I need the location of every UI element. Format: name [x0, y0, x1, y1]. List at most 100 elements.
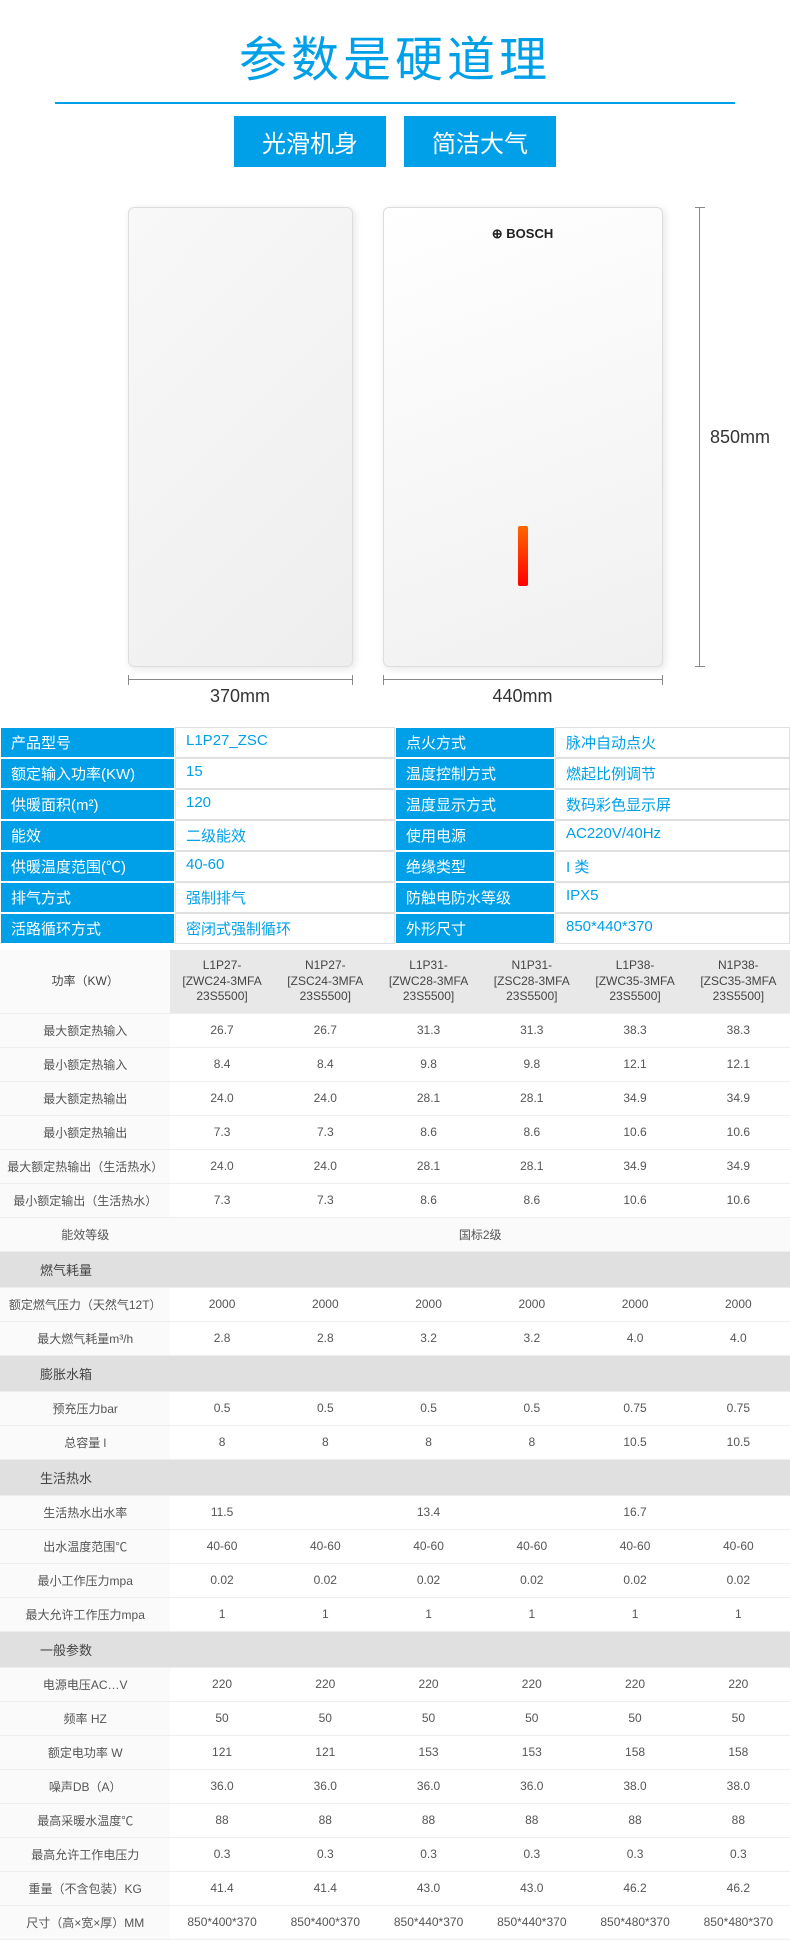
data-cell: 8.6 [480, 1183, 583, 1217]
data-cell: 34.9 [583, 1149, 686, 1183]
tag-smooth: 光滑机身 [234, 116, 386, 167]
data-cell: 2000 [170, 1287, 273, 1321]
data-cell [480, 1495, 583, 1529]
data-cell: 0.3 [170, 1837, 273, 1871]
product-panel-front: ⊕ BOSCH [383, 207, 663, 667]
dim-line-right [383, 679, 663, 680]
spec-cell: 数码彩色显示屏 [555, 789, 790, 820]
data-cell: 9.8 [480, 1047, 583, 1081]
data-cell: 10.6 [583, 1115, 686, 1149]
row-label: 最大额定热输入 [0, 1013, 170, 1047]
data-cell: 8.6 [377, 1115, 480, 1149]
data-cell: 28.1 [480, 1081, 583, 1115]
width-right: 440mm [492, 686, 552, 707]
data-cell: 220 [170, 1667, 273, 1701]
data-cell: 40-60 [377, 1529, 480, 1563]
title-divider [55, 102, 735, 104]
data-cell: 2.8 [274, 1321, 377, 1355]
data-cell: 26.7 [170, 1013, 273, 1047]
data-cell: 10.6 [687, 1115, 790, 1149]
row-label: 出水温度范围℃ [0, 1529, 170, 1563]
data-cell: 220 [583, 1667, 686, 1701]
data-cell: 850*400*370 [170, 1905, 273, 1939]
data-cell: 121 [274, 1735, 377, 1769]
data-cell: 43.0 [377, 1871, 480, 1905]
spec-cell: 外形尺寸 [395, 913, 555, 944]
data-cell: 158 [687, 1735, 790, 1769]
data-cell: 3.2 [480, 1321, 583, 1355]
height-marker: 850mm [699, 207, 770, 667]
product-right: ⊕ BOSCH 440mm [383, 207, 663, 707]
data-cell: 8.6 [480, 1115, 583, 1149]
spec-cell: 燃起比例调节 [555, 758, 790, 789]
spec-cell: 温度显示方式 [395, 789, 555, 820]
row-label: 总容量 l [0, 1425, 170, 1459]
data-cell: 3.2 [377, 1321, 480, 1355]
data-cell: 88 [687, 1803, 790, 1837]
data-cell: 12.1 [583, 1047, 686, 1081]
spec-cell: 供暖温度范围(℃) [0, 851, 175, 882]
spec-cell: 防触电防水等级 [395, 882, 555, 913]
data-cell: 7.3 [274, 1183, 377, 1217]
data-cell: 7.3 [170, 1115, 273, 1149]
data-cell: 46.2 [583, 1871, 686, 1905]
data-cell: 7.3 [274, 1115, 377, 1149]
data-cell: 50 [687, 1701, 790, 1735]
data-cell: 8 [170, 1425, 273, 1459]
data-cell: 88 [480, 1803, 583, 1837]
data-cell: 850*440*370 [480, 1905, 583, 1939]
spec-cell: 密闭式强制循环 [175, 913, 395, 944]
data-cell: 31.3 [377, 1013, 480, 1047]
spec-cell: 产品型号 [0, 727, 175, 758]
data-cell: 0.75 [583, 1391, 686, 1425]
data-cell [274, 1495, 377, 1529]
data-cell: 11.5 [170, 1495, 273, 1529]
data-cell: 0.3 [274, 1837, 377, 1871]
spec-cell: 能效 [0, 820, 175, 851]
row-label: 噪声DB（A） [0, 1769, 170, 1803]
data-cell: 4.0 [687, 1321, 790, 1355]
row-label: 最大燃气耗量m³/h [0, 1321, 170, 1355]
spec-grid: 产品型号L1P27_ZSC点火方式脉冲自动点火额定输入功率(KW)15温度控制方… [0, 727, 790, 944]
data-cell: 34.9 [687, 1149, 790, 1183]
data-cell: 0.3 [583, 1837, 686, 1871]
data-cell: 50 [274, 1701, 377, 1735]
data-cell: 50 [583, 1701, 686, 1735]
data-cell: 0.02 [170, 1563, 273, 1597]
data-cell: 38.3 [583, 1013, 686, 1047]
data-cell: 88 [583, 1803, 686, 1837]
data-cell: 4.0 [583, 1321, 686, 1355]
spec-cell: 强制排气 [175, 882, 395, 913]
data-cell: 24.0 [170, 1149, 273, 1183]
table-header: N1P27-[ZSC24-3MFA23S5500] [274, 950, 377, 1013]
data-cell: 16.7 [583, 1495, 686, 1529]
data-cell: 8 [480, 1425, 583, 1459]
data-cell: 850*400*370 [274, 1905, 377, 1939]
row-label: 最大额定热输出（生活热水） [0, 1149, 170, 1183]
data-cell: 1 [274, 1597, 377, 1631]
row-label: 最小额定输出（生活热水） [0, 1183, 170, 1217]
data-cell: 1 [583, 1597, 686, 1631]
data-cell: 0.3 [687, 1837, 790, 1871]
spec-cell: 温度控制方式 [395, 758, 555, 789]
spec-cell: 排气方式 [0, 882, 175, 913]
spec-cell: L1P27_ZSC [175, 727, 395, 758]
spec-cell: 脉冲自动点火 [555, 727, 790, 758]
data-cell: 8 [377, 1425, 480, 1459]
data-cell: 153 [377, 1735, 480, 1769]
row-label: 最高允许工作电压力 [0, 1837, 170, 1871]
data-cell: 88 [377, 1803, 480, 1837]
data-cell: 38.0 [583, 1769, 686, 1803]
data-cell [687, 1495, 790, 1529]
spec-cell: I 类 [555, 851, 790, 882]
data-cell: 34.9 [583, 1081, 686, 1115]
height-label: 850mm [710, 427, 770, 448]
data-cell: 26.7 [274, 1013, 377, 1047]
row-label: 最大额定热输出 [0, 1081, 170, 1115]
row-label: 生活热水出水率 [0, 1495, 170, 1529]
data-cell: 2000 [274, 1287, 377, 1321]
tags-row: 光滑机身 简洁大气 [0, 116, 790, 167]
data-cell: 0.5 [480, 1391, 583, 1425]
data-cell: 8.6 [377, 1183, 480, 1217]
header: 参数是硬道理 光滑机身 简洁大气 [0, 0, 790, 177]
